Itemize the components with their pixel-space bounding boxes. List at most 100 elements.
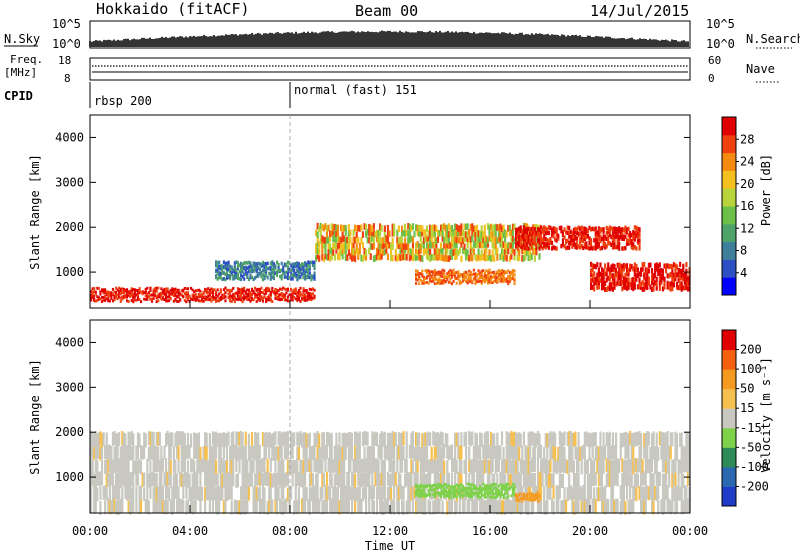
heatmap-cell [666, 263, 669, 269]
heatmap-cell [329, 230, 332, 237]
heatmap-cell [294, 297, 297, 301]
heatmap-cell [460, 486, 463, 501]
heatmap-cell [418, 224, 421, 232]
heatmap-cell [560, 444, 563, 459]
heatmap-cell [366, 472, 369, 487]
heatmap-cell [618, 275, 621, 281]
heatmap-cell [443, 490, 446, 494]
heatmap-cell [240, 268, 243, 273]
heatmap-cell [335, 487, 338, 502]
heatmap-cell [616, 271, 619, 277]
heatmap-cell [211, 485, 215, 500]
heatmap-cell [419, 485, 422, 489]
heatmap-cell [636, 473, 640, 488]
heatmap-cell [444, 279, 447, 283]
heatmap-cell [144, 297, 147, 301]
heatmap-cell [297, 298, 300, 301]
heatmap-cell [497, 499, 500, 514]
heatmap-cell [641, 471, 644, 486]
heatmap-cell [263, 292, 266, 296]
heatmap-cell [508, 473, 511, 488]
heatmap-cell [122, 472, 125, 487]
heatmap-cell [558, 473, 561, 488]
heatmap-cell [475, 231, 479, 238]
heatmap-cell [490, 231, 493, 238]
heatmap-cell [197, 288, 200, 292]
heatmap-cell [297, 446, 300, 461]
velocity-heatmap [90, 430, 691, 515]
heatmap-cell [255, 458, 258, 473]
heatmap-cell [115, 291, 118, 294]
heatmap-cell [444, 275, 447, 279]
heatmap-cell [527, 432, 530, 447]
heatmap-cell [625, 459, 629, 474]
heatmap-cell [224, 272, 227, 277]
heatmap-cell [657, 485, 660, 500]
heatmap-cell [229, 289, 232, 293]
heatmap-cell [611, 444, 615, 459]
heatmap-cell [400, 458, 404, 473]
heatmap-cell [468, 498, 471, 513]
heatmap-cell [219, 290, 222, 294]
heatmap-cell [669, 272, 672, 278]
heatmap-cell [450, 485, 454, 488]
heatmap-cell [433, 240, 436, 248]
heatmap-cell [405, 444, 408, 459]
heatmap-cell [375, 471, 379, 486]
heatmap-cell [208, 292, 211, 296]
heatmap-cell [240, 295, 243, 298]
heatmap-cell [652, 500, 655, 515]
heatmap-cell [655, 487, 658, 502]
heatmap-cell [630, 284, 633, 291]
heatmap-cell [490, 275, 493, 279]
heatmap-cell [616, 262, 619, 268]
heatmap-cell [121, 486, 124, 501]
heatmap-cell [374, 254, 377, 262]
heatmap-cell [255, 445, 258, 460]
colorbar-swatch [722, 330, 736, 351]
heatmap-cell [469, 247, 472, 255]
heatmap-cell [602, 273, 605, 279]
heatmap-cell [150, 299, 154, 303]
heatmap-cell [205, 291, 208, 295]
heatmap-cell [663, 458, 666, 473]
heatmap-cell [630, 432, 633, 447]
heatmap-cell [590, 471, 593, 486]
heatmap-cell [446, 500, 449, 515]
heatmap-cell [390, 242, 393, 250]
heatmap-cell [369, 445, 372, 460]
heatmap-cell [158, 499, 161, 514]
heatmap-cell [647, 459, 650, 474]
heatmap-cell [199, 299, 202, 303]
heatmap-cell [179, 431, 182, 446]
heatmap-cell [132, 296, 135, 300]
heatmap-cell [658, 262, 661, 268]
heatmap-cell [672, 282, 675, 288]
nsky-panel: N.Sky 10^5 10^0 10^5 10^0 N.Search [4, 17, 800, 51]
heatmap-cell [263, 261, 266, 266]
heatmap-cell [419, 255, 422, 262]
heatmap-cell [433, 235, 436, 243]
heatmap-cell [343, 242, 346, 250]
heatmap-cell [450, 272, 454, 276]
heatmap-cell [290, 277, 293, 281]
heatmap-cell [597, 279, 600, 286]
heatmap-cell [404, 254, 407, 261]
heatmap-cell [505, 280, 508, 284]
heatmap-cell [215, 274, 218, 278]
heatmap-cell [590, 261, 593, 267]
heatmap-cell [243, 289, 246, 293]
heatmap-cell [591, 273, 594, 279]
heatmap-cell [471, 273, 474, 277]
heatmap-cell [616, 240, 619, 246]
heatmap-cell [583, 499, 586, 514]
heatmap-cell [372, 255, 375, 262]
heatmap-cell [272, 276, 275, 281]
heatmap-cell [168, 433, 171, 448]
heatmap-cell [130, 299, 133, 302]
heatmap-cell [311, 487, 315, 502]
heatmap-cell [340, 249, 343, 257]
heatmap-cell [255, 274, 258, 279]
heatmap-cell [458, 279, 461, 283]
